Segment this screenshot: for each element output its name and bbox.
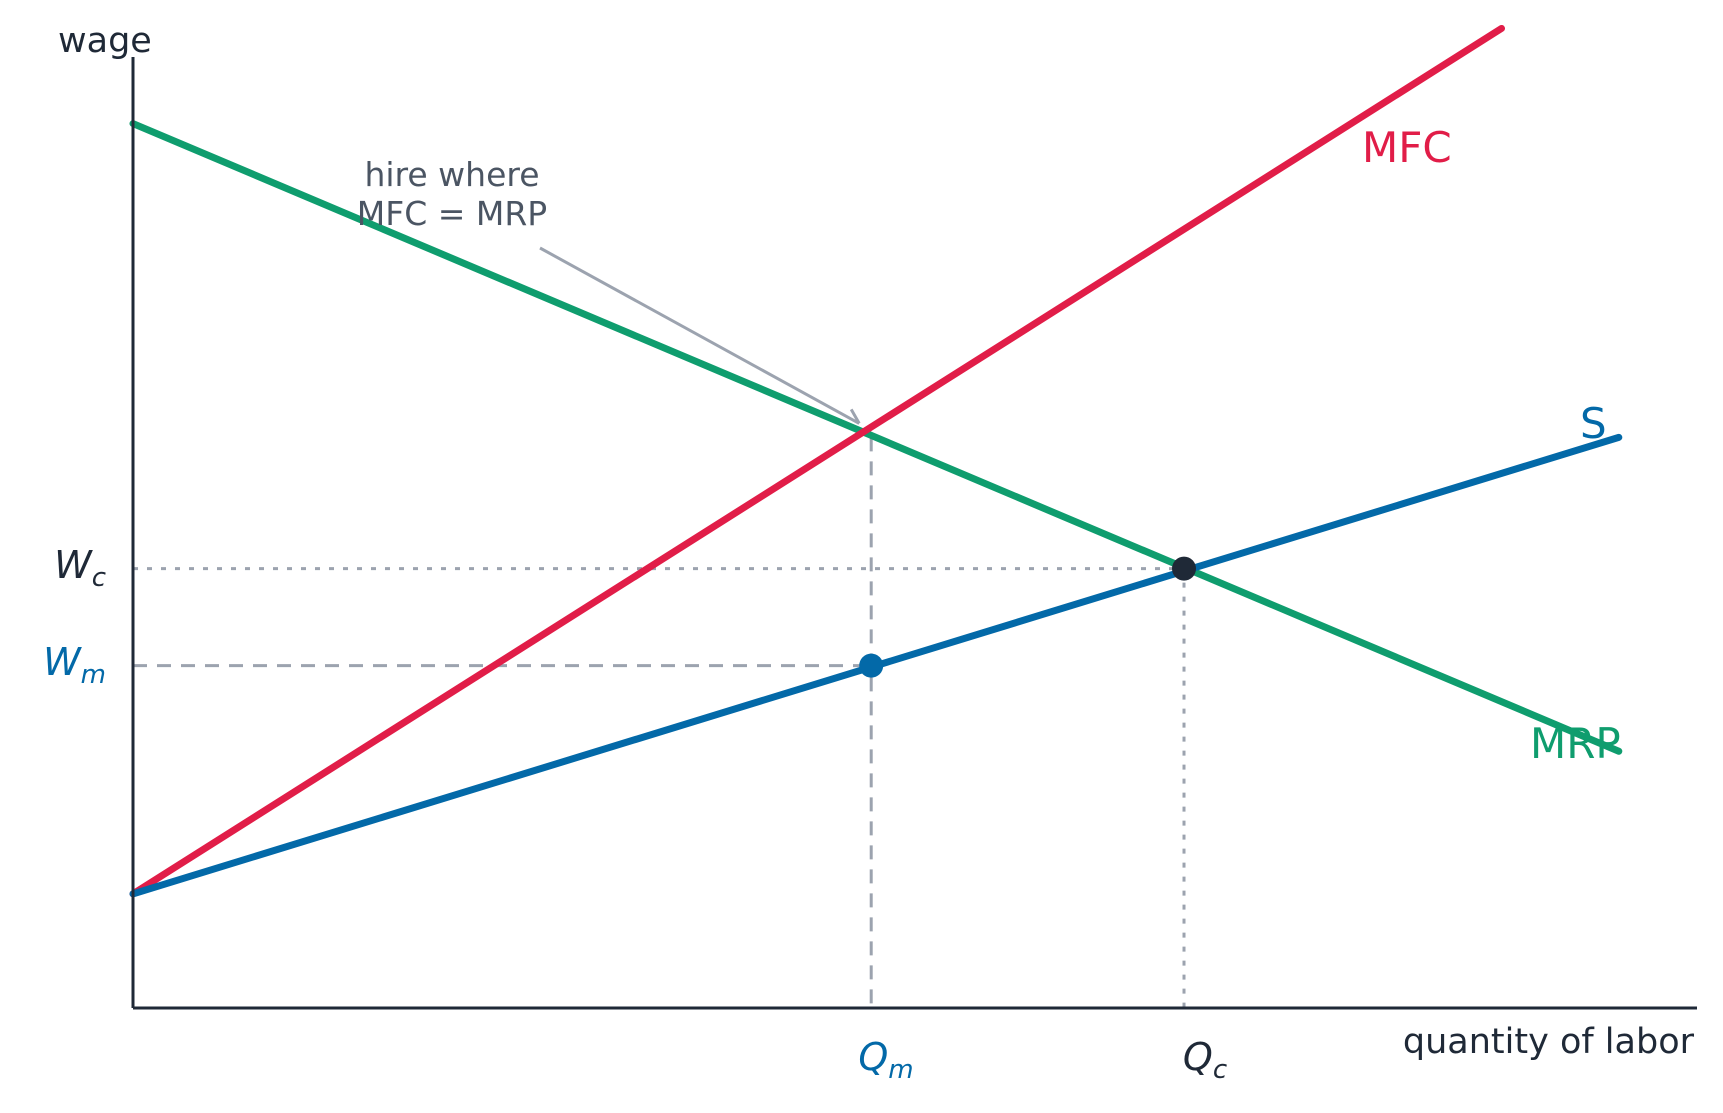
- wc-tick-label: Wc: [54, 543, 106, 593]
- axes: wage quantity of labor: [58, 21, 1697, 1062]
- qm-tick-sub: m: [888, 1055, 913, 1085]
- competitive-point: [1172, 556, 1197, 581]
- qm-tick-main: Q: [858, 1035, 888, 1079]
- mrp-curve: [129, 120, 1623, 755]
- wm-tick-sub: m: [81, 660, 106, 690]
- annotation-text-line-2: MFC = MRP: [357, 194, 547, 233]
- wc-tick-sub: c: [92, 563, 106, 593]
- tick-labels: Qm Qc Wc Wm: [43, 543, 1227, 1085]
- annotation: hire where MFC = MRP: [357, 155, 861, 425]
- monopsony-point: [859, 653, 884, 678]
- wm-tick-label: Wm: [43, 640, 106, 690]
- guide-lines: [133, 437, 1186, 1008]
- x-axis-label: quantity of labor: [1403, 1022, 1695, 1062]
- qm-tick-label: Qm: [858, 1035, 913, 1085]
- supply-label: S: [1580, 399, 1607, 448]
- qc-tick-main: Q: [1183, 1035, 1213, 1079]
- mfc-curve: [129, 24, 1505, 898]
- qc-tick-label: Qc: [1183, 1035, 1227, 1085]
- curve-labels: MFC S MRP: [1362, 123, 1621, 768]
- qc-tick-sub: c: [1213, 1055, 1227, 1085]
- wc-tick-main: W: [54, 543, 93, 587]
- mrp-label: MRP: [1530, 719, 1621, 768]
- y-axis-label: wage: [58, 21, 152, 61]
- mfc-label: MFC: [1362, 123, 1452, 172]
- annotation-text-line-1: hire where: [364, 155, 539, 194]
- annotation-arrow: [539, 246, 860, 425]
- equilibrium-points: [859, 556, 1197, 678]
- annotation-arrowhead: [849, 408, 861, 425]
- wm-tick-main: W: [43, 640, 82, 684]
